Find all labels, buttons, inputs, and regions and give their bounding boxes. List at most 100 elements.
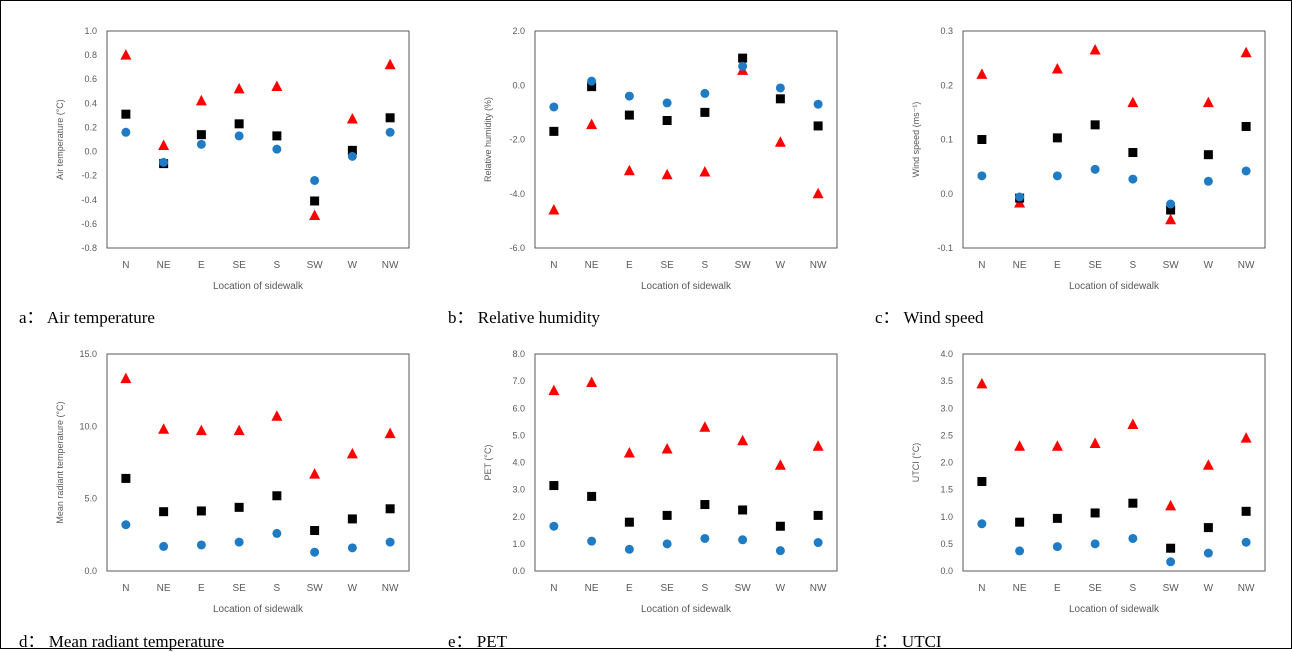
square-marker bbox=[347, 514, 357, 524]
triangle-marker bbox=[737, 434, 749, 446]
x-tick-label: S bbox=[702, 583, 709, 594]
chart-svg: 0.0 1.0 2.0 3.0 4.0 5.0 6.0 7.0 8.0 N NE E SE S SW W NW L… bbox=[483, 349, 838, 615]
x-tick-label: N bbox=[978, 583, 985, 594]
square-marker bbox=[159, 507, 169, 517]
square-marker bbox=[1128, 498, 1138, 508]
caption-c: c： Wind speed bbox=[875, 308, 984, 327]
circle-marker bbox=[549, 521, 559, 531]
y-tick-label: 4.0 bbox=[940, 349, 953, 359]
triangle-marker bbox=[586, 118, 598, 130]
triangle-marker bbox=[1089, 43, 1101, 55]
x-tick-label: N bbox=[550, 260, 557, 271]
x-tick-label: NW bbox=[1238, 260, 1255, 271]
square-marker bbox=[234, 119, 244, 129]
circle-marker bbox=[1052, 542, 1062, 552]
y-tick-label: -0.4 bbox=[81, 195, 97, 205]
triangle-marker bbox=[120, 49, 132, 60]
x-axis-label: Location of sidewalk bbox=[213, 281, 304, 292]
triangle-marker bbox=[1202, 96, 1214, 108]
x-tick-label: SW bbox=[735, 583, 752, 594]
square-marker bbox=[738, 505, 748, 515]
panel-wind-speed: -0.1 0.0 0.1 0.2 0.3 N NE E SE S SW W NW Location of … bbox=[877, 21, 1277, 296]
circle-marker bbox=[1241, 537, 1251, 547]
circle-marker bbox=[385, 127, 395, 137]
circle-marker bbox=[977, 519, 987, 529]
y-tick-label: 8.0 bbox=[512, 349, 525, 359]
triangle-marker bbox=[346, 447, 358, 459]
triangle-marker bbox=[233, 82, 245, 94]
circle-marker bbox=[775, 546, 785, 556]
triangle-marker bbox=[976, 68, 988, 79]
x-tick-label: SW bbox=[307, 260, 324, 271]
y-tick-label: 0.0 bbox=[512, 80, 525, 90]
square-marker bbox=[234, 502, 244, 512]
circle-marker bbox=[196, 139, 206, 149]
circle-marker bbox=[347, 543, 357, 553]
triangle-marker bbox=[699, 166, 711, 177]
triangle-marker bbox=[158, 423, 170, 434]
y-tick-label: 1.0 bbox=[84, 26, 97, 36]
circle-marker bbox=[272, 528, 282, 538]
y-tick-label: 0.1 bbox=[940, 135, 953, 145]
circle-marker bbox=[347, 151, 357, 161]
chart-svg: -0.1 0.0 0.1 0.2 0.3 N NE E SE S SW W NW Location of … bbox=[911, 26, 1266, 292]
y-tick-label: 6.0 bbox=[512, 403, 525, 413]
circle-marker bbox=[587, 76, 597, 86]
triangle-marker bbox=[384, 58, 396, 70]
square-marker bbox=[1052, 133, 1062, 143]
y-axis-label: Mean radiant temperature (°C) bbox=[55, 401, 65, 523]
y-tick-label: 3.5 bbox=[940, 376, 953, 386]
square-marker bbox=[813, 121, 823, 131]
triangle-marker bbox=[384, 427, 396, 439]
panel-air-temperature: -0.8 -0.6 -0.4 -0.2 0.0 0.2 0.4 0.6 0.8 1.0 N NE E SE… bbox=[21, 21, 421, 296]
circle-marker bbox=[121, 127, 131, 137]
chart-svg: -6.0 -4.0 -2.0 0.0 2.0 N NE E SE S SW W NW Location o… bbox=[483, 26, 838, 292]
triangle-marker bbox=[309, 468, 321, 479]
square-marker bbox=[1241, 121, 1251, 131]
x-tick-label: E bbox=[1054, 260, 1061, 271]
triangle-marker bbox=[1165, 213, 1177, 225]
triangle-marker bbox=[1127, 96, 1139, 108]
x-tick-label: E bbox=[1054, 583, 1061, 594]
triangle-marker bbox=[233, 424, 245, 436]
panel-utci: 0.0 0.5 1.0 1.5 2.0 2.5 3.0 3.5 4.0 N NE E SE S SW W NW L… bbox=[877, 344, 1277, 619]
x-tick-label: W bbox=[1204, 583, 1214, 594]
circle-marker bbox=[1241, 166, 1251, 176]
x-tick-label: W bbox=[776, 260, 786, 271]
x-tick-label: N bbox=[978, 260, 985, 271]
circle-marker bbox=[234, 131, 244, 141]
caption-b: b： Relative humidity bbox=[448, 308, 601, 327]
circle-marker bbox=[624, 544, 634, 554]
triangle-marker bbox=[1051, 440, 1063, 451]
square-marker bbox=[385, 113, 395, 123]
square-marker bbox=[977, 476, 987, 486]
plot-area bbox=[534, 353, 838, 572]
square-marker bbox=[587, 82, 597, 92]
square-marker bbox=[624, 110, 634, 120]
plot-area bbox=[962, 353, 1266, 572]
triangle-marker bbox=[195, 94, 207, 106]
circle-marker bbox=[234, 537, 244, 547]
square-marker bbox=[549, 481, 559, 491]
square-marker bbox=[196, 130, 206, 140]
y-tick-label: 2.0 bbox=[940, 458, 953, 468]
square-marker bbox=[549, 126, 559, 136]
y-tick-label: 15.0 bbox=[79, 349, 97, 359]
x-tick-label: E bbox=[626, 583, 633, 594]
triangle-marker bbox=[1051, 62, 1063, 74]
triangle-marker bbox=[1014, 440, 1026, 451]
y-tick-label: 0.6 bbox=[84, 74, 97, 84]
x-tick-label: S bbox=[702, 260, 709, 271]
circle-marker bbox=[587, 536, 597, 546]
circle-marker bbox=[1203, 548, 1213, 558]
x-tick-label: NE bbox=[157, 583, 171, 594]
triangle-marker bbox=[1089, 437, 1101, 449]
x-tick-label: NE bbox=[585, 260, 599, 271]
plot-area bbox=[106, 30, 410, 249]
y-tick-label: 5.0 bbox=[84, 494, 97, 504]
panel-relative-humidity: -6.0 -4.0 -2.0 0.0 2.0 N NE E SE S SW W NW Location o… bbox=[449, 21, 849, 296]
circle-marker bbox=[700, 88, 710, 98]
x-tick-label: SE bbox=[660, 260, 674, 271]
square-marker bbox=[662, 510, 672, 520]
triangle-marker bbox=[1202, 459, 1214, 470]
